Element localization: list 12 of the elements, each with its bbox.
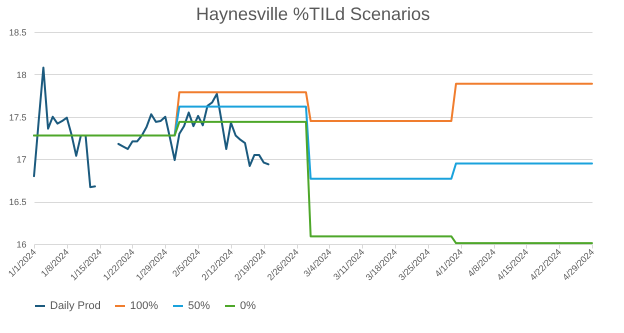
y-tick-label: 16 bbox=[16, 240, 26, 250]
line-series bbox=[33, 120, 593, 244]
legend-label: 50% bbox=[188, 300, 210, 312]
chart-title: Haynesville %TILd Scenarios bbox=[196, 4, 430, 24]
y-tick-label: 18 bbox=[16, 70, 26, 80]
y-tick-label: 18.5 bbox=[8, 28, 26, 38]
legend-label: Daily Prod bbox=[50, 300, 101, 312]
y-tick-label: 17.5 bbox=[8, 112, 26, 122]
y-tick-label: 16.5 bbox=[8, 197, 26, 208]
y-tick-label: 17 bbox=[16, 154, 26, 165]
legend-label: 100% bbox=[130, 300, 158, 312]
legend-label: 0% bbox=[240, 300, 256, 312]
